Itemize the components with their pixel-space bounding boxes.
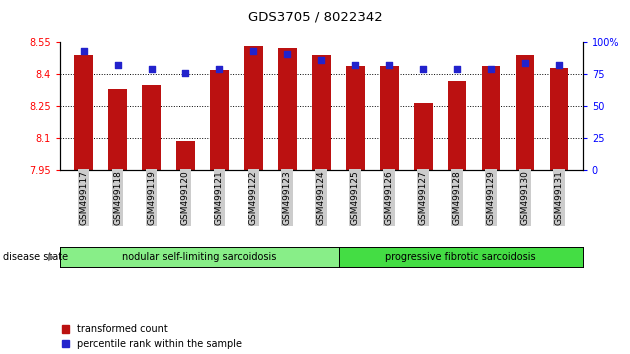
Text: GSM499119: GSM499119 [147,170,156,225]
Point [180,70,190,76]
Text: progressive fibrotic sarcoidosis: progressive fibrotic sarcoidosis [386,252,536,262]
Text: GSM499128: GSM499128 [452,170,462,225]
Bar [74,55,93,170]
Point [79,48,89,54]
Point [282,51,292,57]
Text: GSM499127: GSM499127 [419,170,428,225]
Bar [210,70,229,170]
Bar [312,55,331,170]
Legend: transformed count, percentile rank within the sample: transformed count, percentile rank withi… [62,324,242,349]
Bar [448,81,466,170]
Point [248,48,258,54]
Bar [278,48,297,170]
Text: GSM499122: GSM499122 [249,170,258,224]
Text: GSM499126: GSM499126 [385,170,394,225]
Bar [482,66,500,170]
Point [554,63,564,68]
Point [350,63,360,68]
Bar [346,66,365,170]
Text: GSM499129: GSM499129 [486,170,496,225]
Text: GSM499125: GSM499125 [351,170,360,225]
Bar [176,141,195,170]
Bar [244,46,263,170]
Bar [142,85,161,170]
Text: GSM499118: GSM499118 [113,170,122,225]
Text: GSM499120: GSM499120 [181,170,190,225]
Text: GSM499121: GSM499121 [215,170,224,225]
Text: GDS3705 / 8022342: GDS3705 / 8022342 [248,10,382,23]
Point [520,60,530,66]
Bar [549,68,568,170]
Bar [516,55,534,170]
Point [418,67,428,72]
Point [486,67,496,72]
Point [147,67,157,72]
Text: GSM499123: GSM499123 [283,170,292,225]
Bar [414,103,433,170]
Text: GSM499130: GSM499130 [520,170,530,225]
Bar [380,66,399,170]
Text: ▶: ▶ [48,252,55,262]
Point [316,57,326,63]
Point [113,63,123,68]
Point [214,67,224,72]
Text: GSM499117: GSM499117 [79,170,88,225]
Bar [108,89,127,170]
Text: GSM499124: GSM499124 [317,170,326,224]
Text: disease state: disease state [3,252,68,262]
Text: nodular self-limiting sarcoidosis: nodular self-limiting sarcoidosis [122,252,277,262]
Point [384,63,394,68]
Text: GSM499131: GSM499131 [554,170,563,225]
Point [452,67,462,72]
